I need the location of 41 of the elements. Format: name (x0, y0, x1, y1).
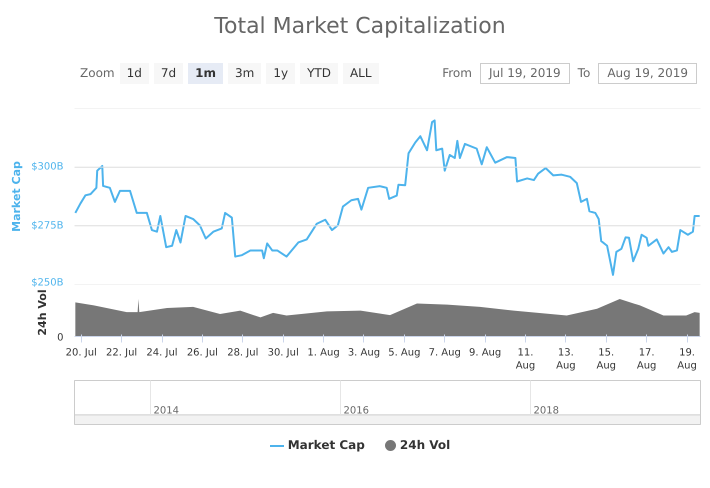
y-tick-label: $300B (31, 162, 64, 173)
text: From (442, 66, 472, 80)
legend-label: 24h Vol (398, 438, 450, 452)
text: 1m (188, 63, 223, 84)
text: 7d (154, 63, 184, 84)
x-tick-label: 7. Aug (428, 348, 461, 358)
text: Jul 19, 2019 (480, 63, 570, 84)
x-tick-label: 24. Jul (146, 348, 178, 358)
line-series (74, 119, 700, 276)
text: 2016 (344, 406, 369, 416)
x-tick-label: 15. Aug (596, 348, 616, 372)
text: 2014 (154, 406, 179, 416)
x-tick-label: 11. Aug (516, 348, 536, 372)
text: 2018 (534, 406, 559, 416)
legend-label: Market Cap (286, 438, 365, 452)
text: 3m (228, 63, 262, 84)
text: 1d (120, 63, 149, 84)
x-tick-label: 30. Jul (268, 348, 299, 358)
x-tick-label: 1. Aug (307, 348, 340, 358)
chart-title: Total Market Capitalization (213, 13, 507, 41)
x-tick-label: 13. Aug (556, 348, 576, 372)
y-tick-label: $275B (31, 220, 64, 232)
y-axis-title: Market Cap (10, 161, 24, 232)
text: To (578, 66, 590, 80)
x-tick-label: 26. Jul (186, 348, 218, 358)
x-tick-label: 17. Aug (636, 348, 656, 372)
x-tick-label: 20. Jul (66, 348, 97, 358)
text: Zoom (80, 66, 115, 80)
x-tick-label: 22. Jul (106, 348, 138, 358)
text: Aug 19, 2019 (598, 63, 697, 84)
x-tick-label: 19. Aug (677, 348, 697, 372)
text: 0 (57, 332, 64, 344)
text: ALL (342, 63, 379, 84)
x-tick-label: 28. Jul (227, 348, 258, 358)
y-tick-label: $250B (31, 278, 64, 288)
y-axis-title: 24h Vol (36, 289, 50, 336)
text: YTD (300, 63, 338, 84)
x-tick-label: 3. Aug (348, 348, 380, 358)
x-tick-label: 5. Aug (388, 348, 420, 358)
text: 1y (266, 63, 296, 84)
x-tick-label: 9. Aug (468, 348, 502, 358)
